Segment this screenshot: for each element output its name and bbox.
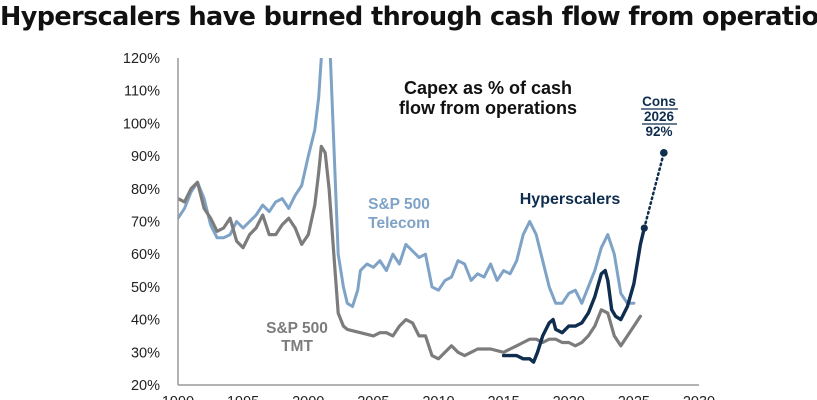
- x-tick-label: 2010: [422, 394, 454, 400]
- y-tick-label: 50%: [131, 280, 160, 296]
- series-label-hyperscalers: Hyperscalers: [520, 191, 621, 208]
- projection-start-point: [640, 224, 648, 232]
- y-tick-label: 20%: [131, 378, 160, 394]
- projection-label: Cons 2026 92%: [642, 94, 676, 139]
- series-line-s-p-500-telecom: [178, 58, 636, 308]
- y-tick-label: 100%: [123, 116, 160, 132]
- x-tick-label: 2030: [683, 394, 715, 400]
- x-tick-labels: 1990 1995 2000 2005 2010 2015 2020 2025 2030: [162, 394, 715, 400]
- x-tick-label: 1990: [162, 394, 194, 400]
- projection-end-point: [660, 149, 668, 157]
- x-tick-label: 2000: [292, 394, 324, 400]
- y-tick-label: 70%: [131, 215, 160, 231]
- y-tick-label: 40%: [131, 313, 160, 329]
- annotations: Capex as % of cash flow from operations S&…: [266, 78, 678, 355]
- series-line-hyperscalers: [501, 226, 646, 364]
- y-tick-label: 90%: [131, 149, 160, 165]
- chart-title: Capex as % of cash flow from operations: [399, 78, 577, 118]
- projection-dotted-line: [643, 151, 666, 230]
- series-lines: [178, 58, 668, 364]
- headline: Hyperscalers have burned through cash fl…: [0, 2, 817, 32]
- y-tick-label: 30%: [131, 345, 160, 361]
- y-tick-label: 80%: [131, 182, 160, 198]
- y-tick-labels: 20% 30% 40% 50% 60% 70% 80% 90% 100% 110% 120%: [123, 51, 160, 394]
- x-tick-label: 2025: [618, 394, 650, 400]
- x-tick-label: 1995: [227, 394, 259, 400]
- x-tick-label: 2020: [553, 394, 585, 400]
- series-label-tmt: S&P 500 TMT: [266, 320, 328, 355]
- x-tick-label: 2015: [487, 394, 519, 400]
- x-tick-label: 2005: [357, 394, 389, 400]
- series-label-telecom: S&P 500 Telecom: [368, 196, 430, 232]
- y-tick-label: 120%: [123, 51, 160, 67]
- series-line-s-p-500-tmt: [178, 144, 642, 361]
- y-tick-label: 60%: [131, 247, 160, 263]
- y-tick-label: 110%: [124, 84, 160, 100]
